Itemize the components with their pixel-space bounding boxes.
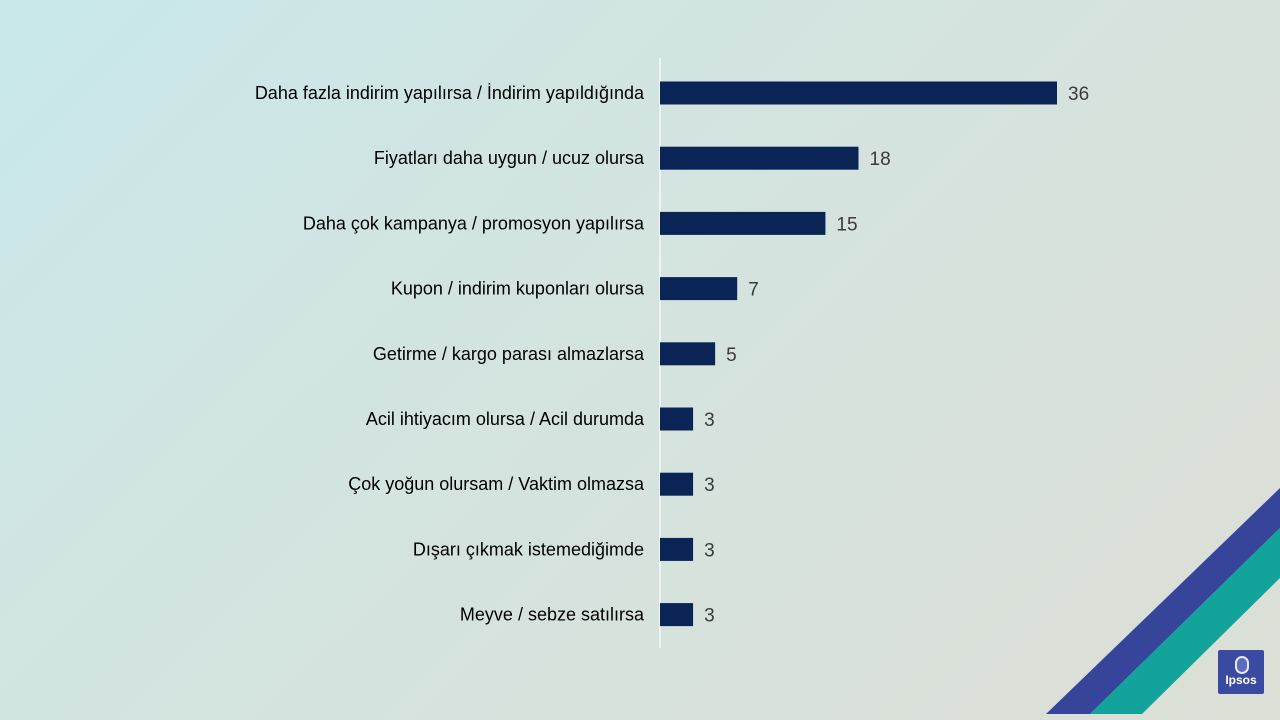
category-label: Daha fazla indirim yapılırsa / İndirim y… xyxy=(255,83,645,103)
bar xyxy=(660,603,694,627)
ipsos-logo-text: Ipsos xyxy=(1225,673,1257,687)
bar xyxy=(660,537,694,561)
category-label: Kupon / indirim kuponları olursa xyxy=(391,279,645,299)
category-label: Meyve / sebze satılırsa xyxy=(460,605,645,625)
bar-value-label: 3 xyxy=(704,540,715,561)
ipsos-logo: Ipsos xyxy=(1218,650,1264,694)
bar-value-label: 15 xyxy=(836,214,857,235)
corner-decoration xyxy=(1046,488,1280,714)
category-label: Acil ihtiyacım olursa / Acil durumda xyxy=(366,409,645,429)
bar-value-label: 3 xyxy=(704,410,715,431)
bar xyxy=(660,407,694,431)
decor-band-blue xyxy=(1046,488,1280,714)
bar-value-label: 7 xyxy=(748,280,759,301)
bar xyxy=(660,146,859,170)
category-label: Çok yoğun olursam / Vaktim olmazsa xyxy=(348,474,645,494)
bar xyxy=(660,81,1057,105)
category-label: Daha çok kampanya / promosyon yapılırsa xyxy=(303,213,645,233)
bar xyxy=(660,472,694,496)
category-label: Fiyatları daha uygun / ucuz olursa xyxy=(374,148,645,168)
bar xyxy=(660,277,738,301)
bar-value-label: 3 xyxy=(704,475,715,496)
bar xyxy=(660,211,826,235)
bar-value-label: 3 xyxy=(704,606,715,627)
category-label: Getirme / kargo parası almazlarsa xyxy=(373,344,645,364)
bar-value-label: 36 xyxy=(1068,84,1089,105)
category-label: Dışarı çıkmak istemediğimde xyxy=(413,539,644,559)
ipsos-logo-mark-icon xyxy=(1235,656,1249,674)
bar xyxy=(660,342,716,366)
decor-band-teal xyxy=(1090,528,1280,714)
bar-value-label: 5 xyxy=(726,345,737,366)
bar-value-label: 18 xyxy=(870,149,891,170)
